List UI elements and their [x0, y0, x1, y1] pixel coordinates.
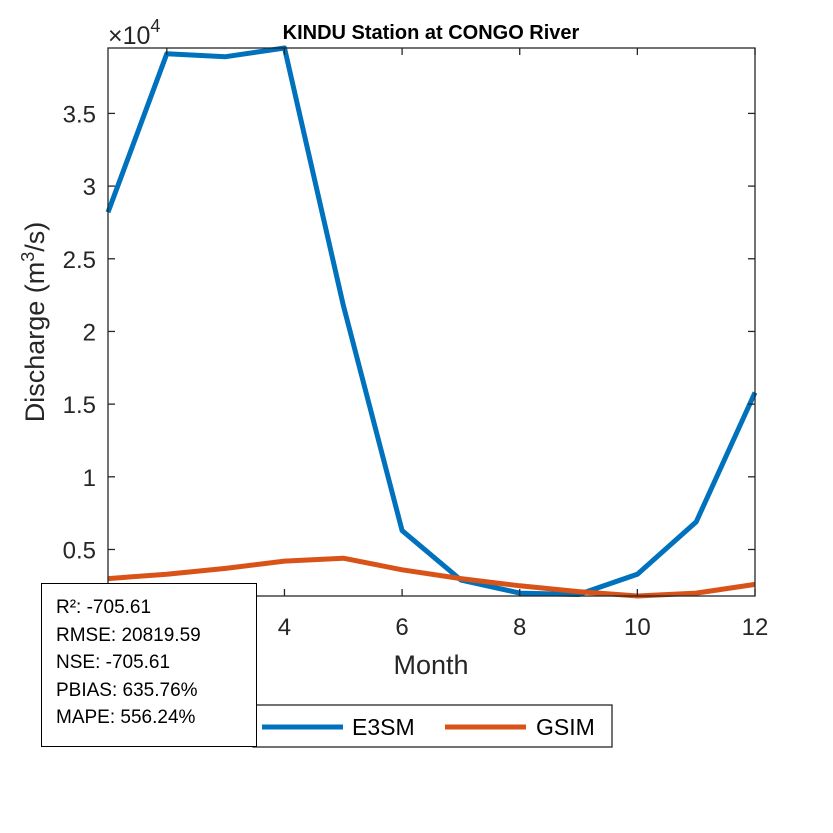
- x-tick-label: 8: [513, 614, 526, 641]
- plot-area: [108, 48, 755, 596]
- y-tick-label: 3.5: [63, 101, 96, 128]
- legend-label-e3sm: E3SM: [352, 714, 415, 740]
- y-tick-label: 3: [83, 174, 96, 201]
- axes-box: [107, 47, 756, 597]
- plot-background: [108, 48, 755, 596]
- legend: E3SM GSIM: [252, 704, 613, 748]
- y-axis-label: Discharge (m3/s): [18, 222, 50, 423]
- x-axis-label: Month: [393, 650, 468, 680]
- y-tick-label: 1.5: [63, 392, 96, 419]
- stat-r2: R²: -705.61: [56, 597, 152, 618]
- y-tick-label: 2: [83, 319, 96, 346]
- x-tick-label: 6: [395, 614, 408, 641]
- y-exponent-prefix: ×10: [108, 22, 150, 50]
- stat-pbias: PBIAS: 635.76%: [56, 679, 198, 701]
- y-tick-label: 2.5: [63, 247, 96, 274]
- x-tick-label: 12: [742, 614, 769, 641]
- stat-rmse: RMSE: 20819.59: [56, 624, 201, 646]
- y-tick-label: 0.5: [63, 537, 96, 564]
- stat-mape: MAPE: 556.24%: [56, 707, 196, 728]
- x-tick-label: 10: [624, 614, 651, 641]
- y-tick-label: 1: [83, 465, 96, 492]
- y-axis-label-end: /s): [20, 222, 50, 252]
- series-line-e3sm: [105, 45, 758, 597]
- y-exponent: ×104: [108, 16, 160, 50]
- legend-label-gsim: GSIM: [536, 714, 595, 740]
- y-axis-label-main: Discharge (m: [20, 262, 50, 423]
- y-exponent-power: 4: [150, 16, 160, 36]
- stat-nse: NSE: -705.61: [56, 652, 171, 673]
- y-axis-label-sup: 3: [18, 252, 38, 262]
- x-tick-label: 4: [278, 614, 291, 641]
- chart-title: KINDU Station at CONGO River: [283, 22, 580, 44]
- stats-box: R²: -705.61 RMSE: 20819.59 NSE: -705.61 …: [41, 583, 257, 747]
- ticks-layer: 246810120.511.522.533.5: [63, 48, 769, 641]
